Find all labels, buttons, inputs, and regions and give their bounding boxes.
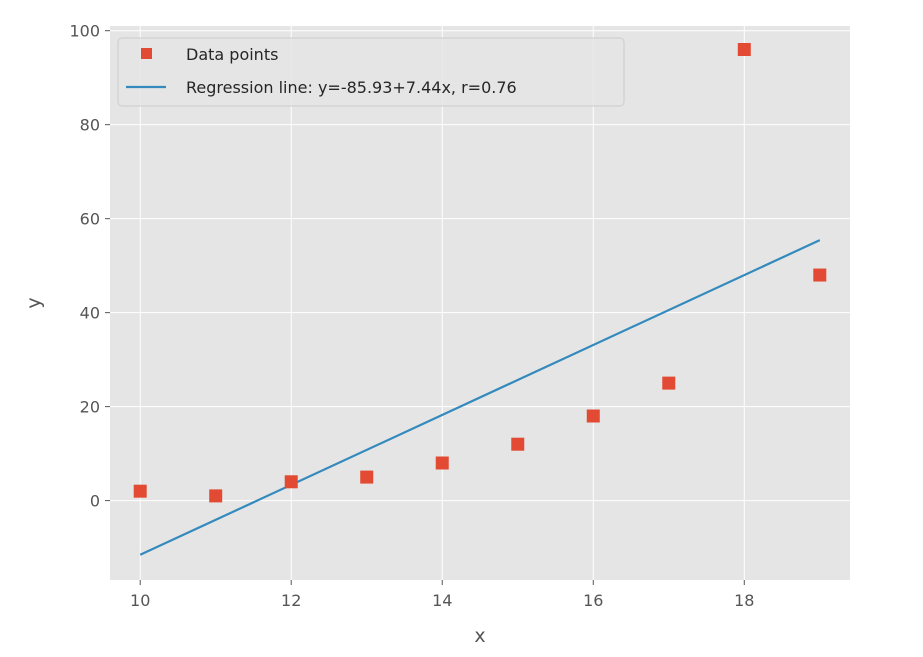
x-tick-label: 16 [583,591,603,610]
series-layer [133,42,827,556]
regression-line [139,239,821,556]
x-axis: 10 12 14 16 18 [130,580,754,610]
x-tick-label: 14 [432,591,452,610]
grid [110,26,850,580]
x-axis-label: x [474,625,485,647]
legend: Data points Regression line: y=-85.93+7.… [117,37,625,107]
legend-box [117,37,625,107]
y-tick-label: 0 [90,492,100,511]
y-tick-label: 40 [80,304,100,323]
data-point [360,470,374,484]
y-axis-label: y [23,297,45,308]
data-point [284,475,298,489]
x-tick-label: 12 [281,591,301,610]
data-point [511,437,525,451]
plot-background [110,26,850,580]
data-point [209,489,223,503]
data-point [586,409,600,423]
data-point [662,376,676,390]
y-axis: 0 20 40 60 80 100 [69,22,110,511]
data-point [737,42,751,56]
x-tick-label: 10 [130,591,150,610]
data-point [813,268,827,282]
y-tick-label: 80 [80,116,100,135]
data-point [435,456,449,470]
data-point [133,484,147,498]
x-tick-label: 18 [734,591,754,610]
legend-marker-data-points [141,48,152,59]
legend-label-regression-line: Regression line: y=-85.93+7.44x, r=0.76 [186,78,517,97]
y-tick-label: 20 [80,398,100,417]
y-tick-label: 60 [80,210,100,229]
y-tick-label: 100 [69,22,100,41]
legend-label-data-points: Data points [186,45,278,64]
